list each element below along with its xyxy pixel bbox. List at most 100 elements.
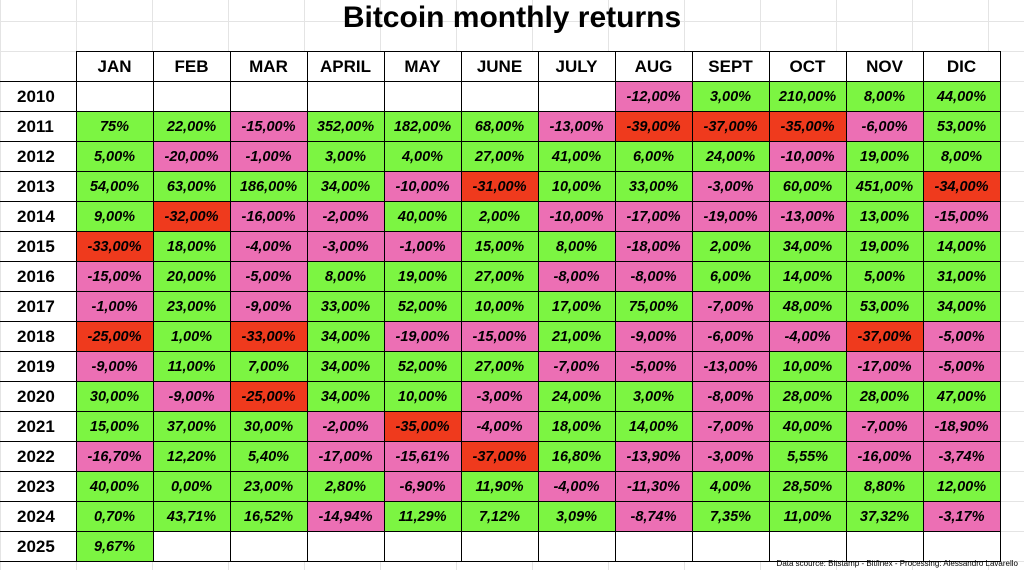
return-cell: -7,00% bbox=[845, 411, 924, 442]
return-cell: 3,09% bbox=[537, 501, 616, 532]
return-cell: 14,00% bbox=[922, 231, 1001, 262]
return-cell: 28,00% bbox=[768, 381, 847, 412]
year-row: 2021 15,00% 37,00% 30,00% -2,00% -35,00% -4,00… bbox=[0, 411, 1001, 442]
month-header: OCT bbox=[768, 51, 847, 82]
return-cell: 75% bbox=[75, 111, 154, 142]
return-cell: -7,00% bbox=[691, 411, 770, 442]
return-cell: -13,00% bbox=[537, 111, 616, 142]
return-cell: 60,00% bbox=[768, 171, 847, 202]
return-cell: 23,00% bbox=[152, 291, 231, 322]
year-row: 2010 -12,00% 3,00% 210,00% 8,00% 44,00% bbox=[0, 81, 1001, 112]
return-cell: 14,00% bbox=[614, 411, 693, 442]
empty-return-cell bbox=[229, 81, 308, 112]
return-cell: -10,00% bbox=[383, 171, 462, 202]
return-cell: -20,00% bbox=[152, 141, 231, 172]
return-cell: -8,74% bbox=[614, 501, 693, 532]
return-cell: -13,90% bbox=[614, 441, 693, 472]
return-cell: -19,00% bbox=[691, 201, 770, 232]
return-cell: 20,00% bbox=[152, 261, 231, 292]
return-cell: 186,00% bbox=[229, 171, 308, 202]
return-cell: -35,00% bbox=[768, 111, 847, 142]
year-label: 2022 bbox=[0, 441, 77, 472]
return-cell: -37,00% bbox=[460, 441, 539, 472]
return-cell: -8,00% bbox=[691, 381, 770, 412]
year-label: 2013 bbox=[0, 171, 77, 202]
return-cell: 16,80% bbox=[537, 441, 616, 472]
return-cell: 8,80% bbox=[845, 471, 924, 502]
return-cell: 3,00% bbox=[306, 141, 385, 172]
return-cell: 10,00% bbox=[537, 171, 616, 202]
return-cell: 28,00% bbox=[845, 381, 924, 412]
return-cell: -3,17% bbox=[922, 501, 1001, 532]
return-cell: 17,00% bbox=[537, 291, 616, 322]
return-cell: 27,00% bbox=[460, 351, 539, 382]
year-row: 2023 40,00% 0,00% 23,00% 2,80% -6,90% 11,90% -4… bbox=[0, 471, 1001, 502]
return-cell: 44,00% bbox=[922, 81, 1001, 112]
return-cell: 12,00% bbox=[922, 471, 1001, 502]
return-cell: 30,00% bbox=[229, 411, 308, 442]
empty-return-cell bbox=[306, 81, 385, 112]
return-cell: 63,00% bbox=[152, 171, 231, 202]
return-cell: 23,00% bbox=[229, 471, 308, 502]
return-cell: 0,00% bbox=[152, 471, 231, 502]
year-label: 2017 bbox=[0, 291, 77, 322]
return-cell: 5,00% bbox=[75, 141, 154, 172]
return-cell: 34,00% bbox=[306, 381, 385, 412]
return-cell: 28,50% bbox=[768, 471, 847, 502]
empty-return-cell bbox=[845, 531, 924, 562]
year-label: 2015 bbox=[0, 231, 77, 262]
return-cell: 40,00% bbox=[75, 471, 154, 502]
return-cell: 11,29% bbox=[383, 501, 462, 532]
year-row: 2016 -15,00% 20,00% -5,00% 8,00% 19,00% 27,00%… bbox=[0, 261, 1001, 292]
month-header: SEPT bbox=[691, 51, 770, 82]
month-header: JUNE bbox=[460, 51, 539, 82]
month-header: FEB bbox=[152, 51, 231, 82]
return-cell: 27,00% bbox=[460, 141, 539, 172]
return-cell: 8,00% bbox=[845, 81, 924, 112]
empty-return-cell bbox=[537, 531, 616, 562]
return-cell: -6,00% bbox=[691, 321, 770, 352]
return-cell: 75,00% bbox=[614, 291, 693, 322]
return-cell: -17,00% bbox=[306, 441, 385, 472]
empty-return-cell bbox=[229, 531, 308, 562]
year-label: 2025 bbox=[0, 531, 77, 562]
return-cell: 33,00% bbox=[614, 171, 693, 202]
return-cell: 451,00% bbox=[845, 171, 924, 202]
year-row: 2020 30,00% -9,00% -25,00% 34,00% 10,00% -3,00… bbox=[0, 381, 1001, 412]
return-cell: 34,00% bbox=[922, 291, 1001, 322]
return-cell: -15,00% bbox=[460, 321, 539, 352]
return-cell: 40,00% bbox=[768, 411, 847, 442]
empty-return-cell bbox=[460, 81, 539, 112]
return-cell: 16,52% bbox=[229, 501, 308, 532]
return-cell: -4,00% bbox=[768, 321, 847, 352]
return-cell: 18,00% bbox=[152, 231, 231, 262]
return-cell: 2,00% bbox=[691, 231, 770, 262]
year-label: 2011 bbox=[0, 111, 77, 142]
month-header: APRIL bbox=[306, 51, 385, 82]
year-row: 2019 -9,00% 11,00% 7,00% 34,00% 52,00% 27,00% -… bbox=[0, 351, 1001, 382]
return-cell: -3,00% bbox=[460, 381, 539, 412]
return-cell: 53,00% bbox=[845, 291, 924, 322]
return-cell: -31,00% bbox=[460, 171, 539, 202]
return-cell: 14,00% bbox=[768, 261, 847, 292]
year-label: 2024 bbox=[0, 501, 77, 532]
return-cell: -32,00% bbox=[152, 201, 231, 232]
return-cell: -5,00% bbox=[229, 261, 308, 292]
return-cell: 210,00% bbox=[768, 81, 847, 112]
return-cell: -39,00% bbox=[614, 111, 693, 142]
return-cell: -10,00% bbox=[537, 201, 616, 232]
return-cell: -7,00% bbox=[691, 291, 770, 322]
return-cell: -6,90% bbox=[383, 471, 462, 502]
return-cell: -12,00% bbox=[614, 81, 693, 112]
return-cell: 8,00% bbox=[922, 141, 1001, 172]
year-label: 2021 bbox=[0, 411, 77, 442]
return-cell: 7,35% bbox=[691, 501, 770, 532]
chart-title: Bitcoin monthly returns bbox=[342, 1, 682, 34]
return-cell: 52,00% bbox=[383, 351, 462, 382]
return-cell: 37,00% bbox=[152, 411, 231, 442]
return-cell: 34,00% bbox=[306, 171, 385, 202]
year-label: 2020 bbox=[0, 381, 77, 412]
return-cell: 12,20% bbox=[152, 441, 231, 472]
return-cell: -5,00% bbox=[922, 321, 1001, 352]
return-cell: -15,00% bbox=[922, 201, 1001, 232]
